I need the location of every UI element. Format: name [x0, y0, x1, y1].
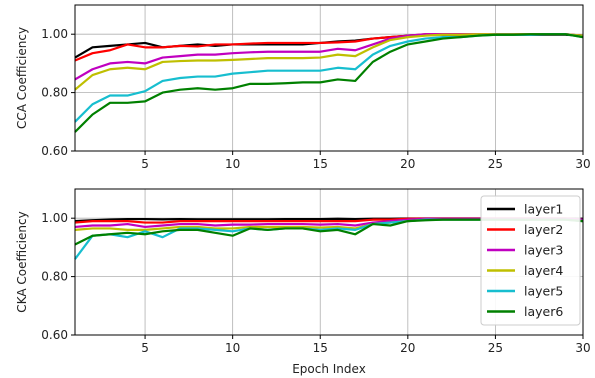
y-tick-label: 0.60 — [41, 328, 68, 342]
x-tick-label: 20 — [400, 157, 415, 171]
legend-box — [480, 195, 581, 326]
legend-label-layer2: layer2 — [524, 222, 563, 237]
y-axis-label: CCA Coefficiency — [15, 27, 29, 129]
series-line-layer1 — [74, 33, 584, 59]
legend-label-layer5: layer5 — [524, 284, 563, 299]
legend-label-layer6: layer6 — [524, 304, 563, 319]
series-line-layer6 — [74, 33, 584, 133]
legend-label-layer3: layer3 — [524, 243, 563, 258]
chart-panel-2: 5 10 15 20 25 30 0.60 0.80 1.00 CKA Coefficiency E… — [15, 188, 591, 376]
x-tick-label: 5 — [141, 341, 149, 355]
y-tick-label: 0.80 — [41, 86, 68, 100]
y-tick-label: 1.00 — [41, 27, 68, 41]
x-tick-label: 30 — [575, 341, 590, 355]
plot-frame — [74, 4, 584, 152]
legend-label-layer1: layer1 — [524, 202, 563, 217]
plot-frame — [74, 188, 584, 336]
x-tick-label: 20 — [400, 341, 415, 355]
x-tick-label: 5 — [141, 157, 149, 171]
legend-label-layer4: layer4 — [524, 263, 563, 278]
x-tick-label: 30 — [575, 157, 590, 171]
y-tick-label: 0.80 — [41, 270, 68, 284]
x-tick-label: 10 — [225, 157, 240, 171]
chart-panel-1: 5 10 15 20 25 30 0.60 0.80 1.00 CCA Coefficiency — [15, 4, 591, 171]
x-tick-label: 15 — [313, 157, 328, 171]
x-axis-label: Epoch Index — [292, 362, 366, 376]
x-tick-label: 25 — [488, 157, 503, 171]
x-tick-label: 10 — [225, 341, 240, 355]
legend: layer1 layer2 layer3 layer4 layer5 layer6 — [480, 195, 581, 326]
y-tick-label: 0.60 — [41, 144, 68, 158]
y-tick-label: 1.00 — [41, 211, 68, 225]
y-axis-label: CKA Coefficiency — [15, 211, 29, 312]
x-tick-label: 15 — [313, 341, 328, 355]
x-tick-label: 25 — [488, 341, 503, 355]
